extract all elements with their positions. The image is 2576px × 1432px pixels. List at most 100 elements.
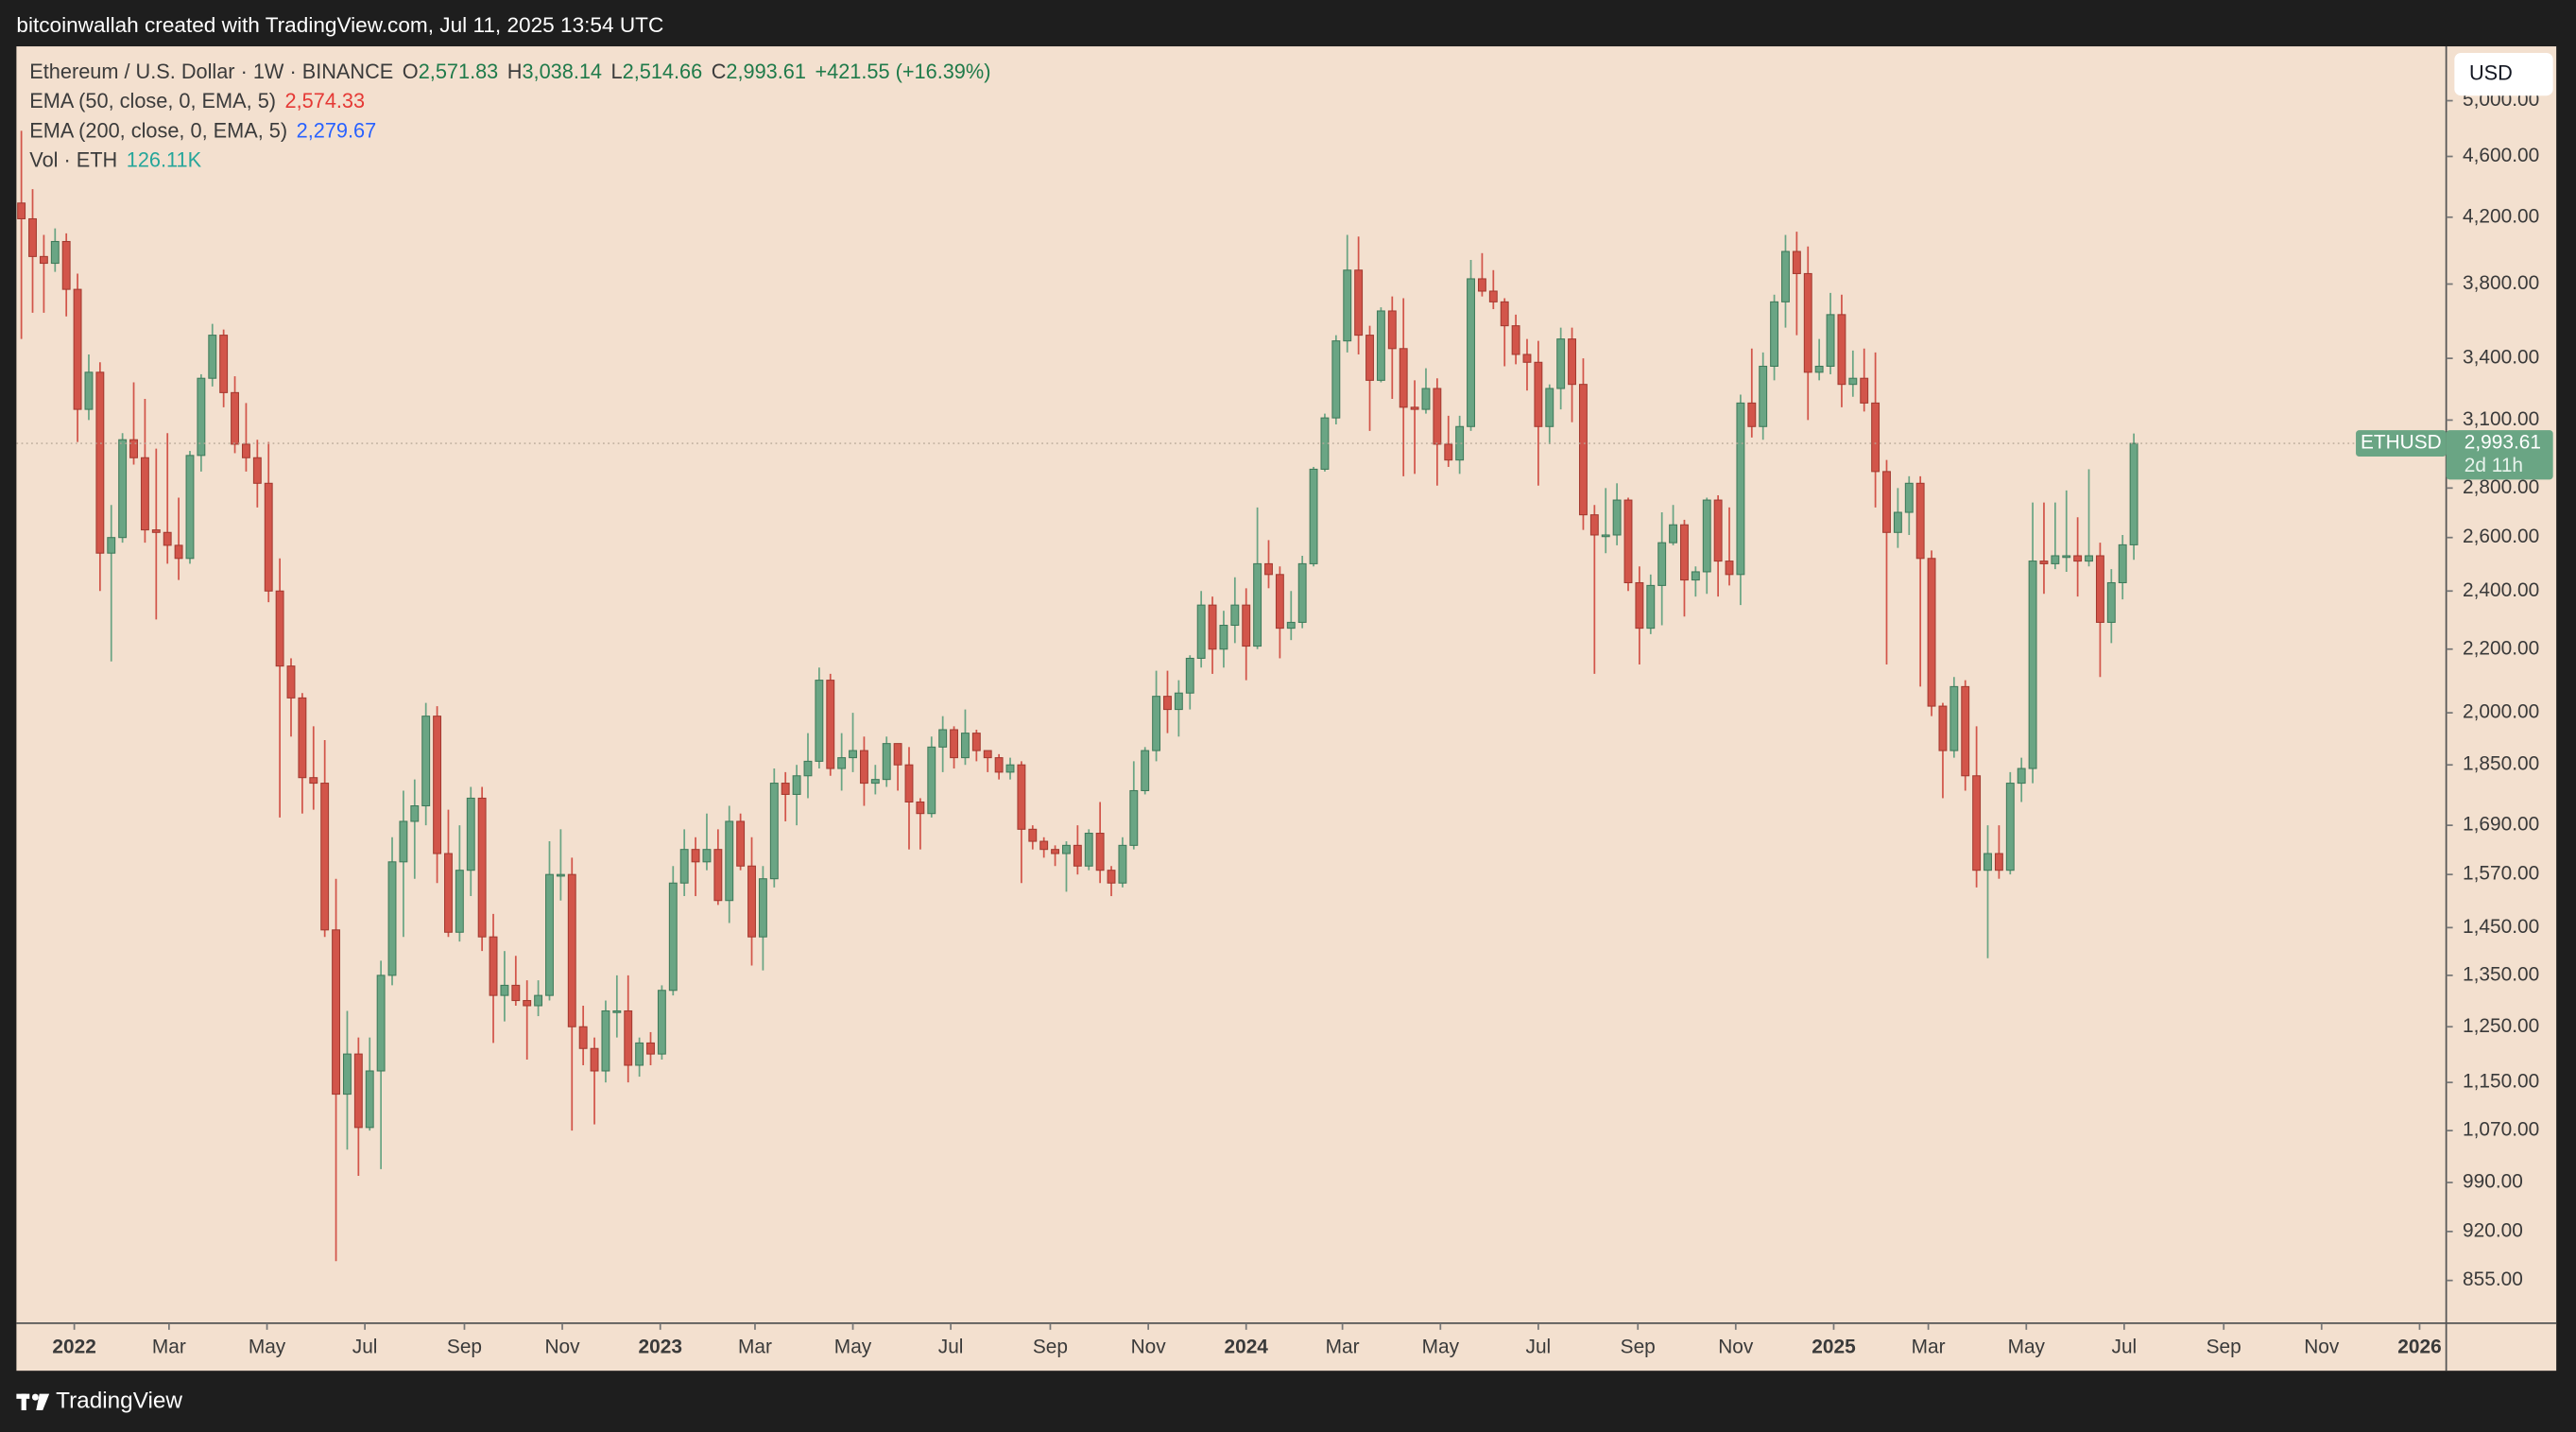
candle-body bbox=[1242, 604, 1251, 647]
value: 126.11K bbox=[127, 147, 202, 171]
candle-body bbox=[332, 929, 341, 1096]
x-tick-label: 2023 bbox=[639, 1336, 682, 1357]
candle-body bbox=[231, 391, 239, 445]
candle-body bbox=[1646, 584, 1656, 630]
y-tick-label: 2,200.00 bbox=[2463, 637, 2539, 659]
candle-body bbox=[1725, 561, 1734, 576]
button-label[interactable]: USD bbox=[2469, 60, 2513, 84]
candle-body bbox=[1972, 775, 1982, 871]
candle-body bbox=[567, 873, 576, 1027]
candle-body bbox=[792, 775, 801, 795]
candle-body bbox=[950, 729, 959, 759]
candle-body bbox=[286, 665, 296, 699]
candle-body bbox=[1949, 685, 1959, 751]
candle-body bbox=[601, 1009, 610, 1072]
candle-body bbox=[264, 482, 273, 592]
x-tick-label: Mar bbox=[152, 1336, 186, 1357]
candle-body bbox=[961, 733, 970, 759]
candle-body bbox=[1185, 657, 1194, 694]
candle-body bbox=[2085, 555, 2093, 562]
symbol-tag bbox=[2356, 430, 2447, 457]
candle-body bbox=[2062, 555, 2071, 559]
candle-body bbox=[1691, 571, 1700, 581]
candle-body bbox=[1230, 604, 1240, 627]
candle-body bbox=[1612, 499, 1622, 536]
candle-body bbox=[803, 760, 813, 777]
candle-body bbox=[2106, 581, 2116, 623]
x-tick-label: Sep bbox=[447, 1336, 482, 1357]
candle-body bbox=[904, 764, 914, 802]
candle-body bbox=[73, 288, 82, 410]
candle-body bbox=[1871, 402, 1880, 473]
candle-body bbox=[1770, 301, 1779, 368]
y-tick-label: 3,400.00 bbox=[2463, 347, 2539, 369]
candle-body bbox=[1882, 471, 1891, 533]
candle-body bbox=[849, 750, 857, 759]
candle-body bbox=[174, 544, 183, 560]
candle-body bbox=[1264, 562, 1273, 576]
price-tag-label: 2,993.61 bbox=[2464, 432, 2541, 454]
candle-body bbox=[2028, 561, 2037, 769]
candle-body bbox=[612, 1009, 622, 1013]
y-tick-label: 1,350.00 bbox=[2463, 963, 2539, 985]
y-tick-label: 1,850.00 bbox=[2463, 753, 2539, 775]
legend: Ethereum / U.S. Dollar · 1W · BINANCE O2… bbox=[29, 60, 990, 172]
y-tick-label: 1,070.00 bbox=[2463, 1119, 2539, 1141]
candle-body bbox=[1759, 365, 1768, 427]
candle-body bbox=[1961, 685, 1970, 777]
candle-body bbox=[1062, 844, 1071, 854]
candle-body bbox=[882, 743, 891, 781]
button-bg[interactable] bbox=[2454, 53, 2553, 96]
candle-body bbox=[1915, 482, 1925, 560]
candle-body bbox=[1433, 388, 1442, 445]
x-tick-label: 2026 bbox=[2397, 1336, 2441, 1357]
symbol: Ethereum / U.S. Dollar · 1W · BINANCE bbox=[29, 60, 393, 83]
candle-body bbox=[1331, 340, 1341, 419]
candle-body bbox=[971, 733, 981, 751]
candle-body bbox=[1343, 269, 1352, 342]
x-tick-label: Jul bbox=[938, 1336, 964, 1357]
y-tick-label: 4,600.00 bbox=[2463, 145, 2539, 166]
credit: bitcoinwallah created with TradingView.c… bbox=[16, 13, 663, 37]
candle-body bbox=[725, 820, 734, 902]
x-tick-label: Sep bbox=[2207, 1336, 2241, 1357]
change: +421.55 (+16.39%) bbox=[815, 60, 990, 83]
value: 2,279.67 bbox=[297, 118, 377, 142]
candle-body bbox=[1736, 402, 1745, 576]
candle-body bbox=[353, 1053, 363, 1129]
candle-body bbox=[1477, 278, 1486, 292]
candle-body bbox=[736, 820, 746, 867]
candle-body bbox=[556, 873, 565, 877]
candle-body bbox=[185, 455, 195, 560]
y-tick-label: 855.00 bbox=[2463, 1268, 2523, 1290]
candle-body bbox=[1028, 828, 1038, 842]
candle-body bbox=[376, 975, 386, 1072]
candle-body bbox=[781, 783, 790, 795]
candle-body bbox=[2017, 768, 2026, 785]
x-tick-label: Mar bbox=[1912, 1336, 1946, 1357]
value: 2,993.61 bbox=[726, 60, 806, 83]
candle-body bbox=[1837, 314, 1846, 386]
y-tick-label: 1,150.00 bbox=[2463, 1071, 2539, 1093]
candle-body bbox=[1039, 840, 1049, 851]
candle-body bbox=[410, 805, 420, 822]
y-tick-label: 1,450.00 bbox=[2463, 916, 2539, 938]
candle-body bbox=[1444, 443, 1453, 461]
label: C bbox=[712, 60, 727, 83]
candle-body bbox=[1568, 338, 1576, 386]
candle-body bbox=[1387, 310, 1397, 350]
candle-body bbox=[399, 820, 408, 863]
candle-body bbox=[241, 443, 250, 458]
x-tick-label: 2022 bbox=[52, 1336, 95, 1357]
candle-body bbox=[702, 849, 712, 863]
candle-body bbox=[668, 882, 678, 992]
candle-body bbox=[893, 743, 902, 766]
y-tick-label: 3,100.00 bbox=[2463, 408, 2539, 430]
y-tick-label: 1,690.00 bbox=[2463, 814, 2539, 836]
currency-button[interactable]: USD bbox=[2454, 53, 2553, 96]
brand: TradingView bbox=[56, 1389, 182, 1414]
candle-body bbox=[1938, 705, 1948, 751]
candle-body bbox=[444, 853, 453, 933]
x-tick-label: May bbox=[834, 1336, 872, 1357]
